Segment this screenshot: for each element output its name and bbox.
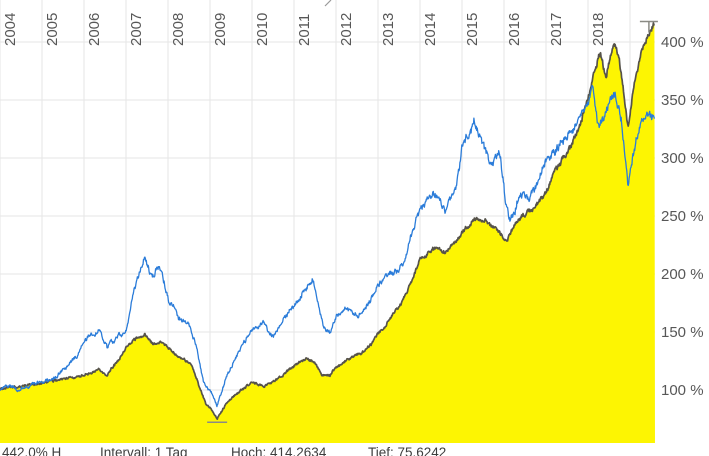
y-tick-label: 400 % xyxy=(661,34,704,51)
footer-high-value: Hoch: 414.2634 xyxy=(231,445,327,456)
footer-performance: 442.0% H xyxy=(2,445,62,456)
yellow-area-fill xyxy=(0,22,655,456)
footer-low-value: Tief: 75.6242 xyxy=(368,445,447,456)
x-tick-label: 2005 xyxy=(44,13,61,46)
yellow-area-border xyxy=(0,21,656,420)
x-tick-label: 2018 xyxy=(590,13,607,46)
blue-line-series xyxy=(0,84,656,408)
high-low-markers xyxy=(207,20,658,424)
x-axis-labels: 2004 2005 2006 2007 2008 2009 2010 2011 2012 2013… xyxy=(2,13,607,46)
x-tick-label: 2016 xyxy=(506,13,523,46)
chart-footer: 442.0% H Intervall: 1 Tag Hoch: 414.2634… xyxy=(0,444,709,456)
y-tick-label: 300 % xyxy=(661,150,704,167)
y-tick-label: 200 % xyxy=(661,266,704,283)
blue-line-path xyxy=(0,84,656,408)
clipped-label-artifact xyxy=(324,0,332,7)
x-tick-label: 2004 xyxy=(2,13,19,46)
yellow-area-series xyxy=(0,21,656,456)
y-tick-label: 100 % xyxy=(661,382,704,399)
x-tick-label: 2017 xyxy=(548,13,565,46)
x-tick-label: 2011 xyxy=(296,14,313,46)
y-tick-label: 150 % xyxy=(661,324,704,341)
x-tick-label: 2014 xyxy=(422,13,439,46)
x-tick-label: 2009 xyxy=(212,13,229,46)
footer-interval: Intervall: 1 Tag xyxy=(100,445,188,456)
y-axis-labels: 100 % 150 % 200 % 250 % 300 % 350 % 400 % xyxy=(661,34,704,399)
x-tick-label: 2008 xyxy=(170,13,187,46)
y-tick-label: 250 % xyxy=(661,208,704,225)
y-tick-label: 350 % xyxy=(661,92,704,109)
x-tick-label: 2015 xyxy=(464,13,481,46)
x-tick-label: 2007 xyxy=(128,13,145,46)
x-tick-label: 2012 xyxy=(338,13,355,46)
x-tick-label: 2010 xyxy=(254,13,271,46)
x-tick-label: 2013 xyxy=(380,13,397,46)
x-tick-label: 2006 xyxy=(86,13,103,46)
